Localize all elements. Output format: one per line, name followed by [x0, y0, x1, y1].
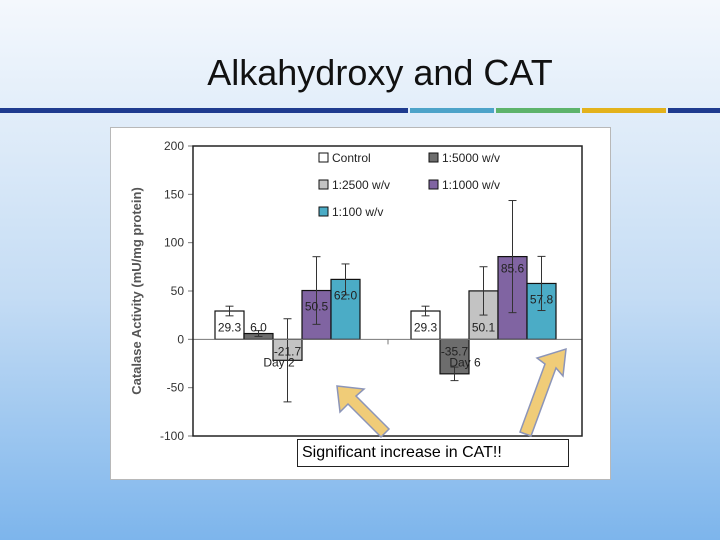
legend-label: 1:100 w/v — [332, 205, 383, 219]
y-tick-label: 50 — [171, 284, 185, 298]
legend-label: 1:5000 w/v — [442, 151, 500, 165]
data-label: -21.7 — [274, 344, 302, 358]
legend-swatch — [428, 152, 439, 163]
y-tick-label: -50 — [167, 381, 185, 395]
arrow-up-left-icon — [336, 385, 391, 439]
legend-swatch — [318, 152, 329, 163]
title-rule-segment — [496, 108, 580, 113]
legend-swatch — [318, 206, 329, 217]
y-axis-label: Catalase Activity (mU/mg protein) — [129, 187, 144, 395]
x-category-label: Day 6 — [449, 355, 481, 369]
y-tick-label: 0 — [177, 332, 184, 346]
data-label: 29.3 — [414, 320, 438, 334]
plot-area — [192, 145, 583, 437]
data-label: 29.3 — [218, 320, 242, 334]
data-label: -35.7 — [441, 344, 469, 358]
title-rule-segment — [0, 108, 408, 113]
data-label: 50.1 — [472, 320, 496, 334]
data-label: 85.6 — [501, 262, 525, 276]
legend-swatch — [428, 179, 439, 190]
slide-title: Alkahydroxy and CAT — [207, 52, 553, 93]
data-label: 50.5 — [305, 300, 329, 314]
chart-frame: Catalase Activity (mU/mg protein) -100 -50… — [110, 127, 611, 480]
legend-swatch — [318, 179, 329, 190]
y-tick-label: 100 — [164, 236, 184, 250]
callout-box: Significant increase in CAT!! — [297, 439, 569, 467]
title-rule — [0, 108, 720, 113]
y-tick-label: -100 — [160, 429, 184, 443]
title-rule-segment — [410, 108, 494, 113]
y-tick-label: 150 — [164, 187, 184, 201]
legend-label: Control — [332, 151, 371, 165]
legend-label: 1:2500 w/v — [332, 178, 390, 192]
arrow-up-right-icon — [519, 347, 567, 437]
x-category-label: Day 2 — [263, 355, 295, 369]
y-tick-label: 200 — [164, 139, 184, 153]
data-label: 62.0 — [334, 288, 358, 302]
title-rule-segment — [582, 108, 666, 113]
bar-chart: Catalase Activity (mU/mg protein) -100 -50… — [129, 139, 583, 443]
title-rule-segment — [668, 108, 720, 113]
legend-label: 1:1000 w/v — [442, 178, 500, 192]
data-label: 57.8 — [530, 292, 554, 306]
data-label: 6.0 — [250, 320, 267, 334]
